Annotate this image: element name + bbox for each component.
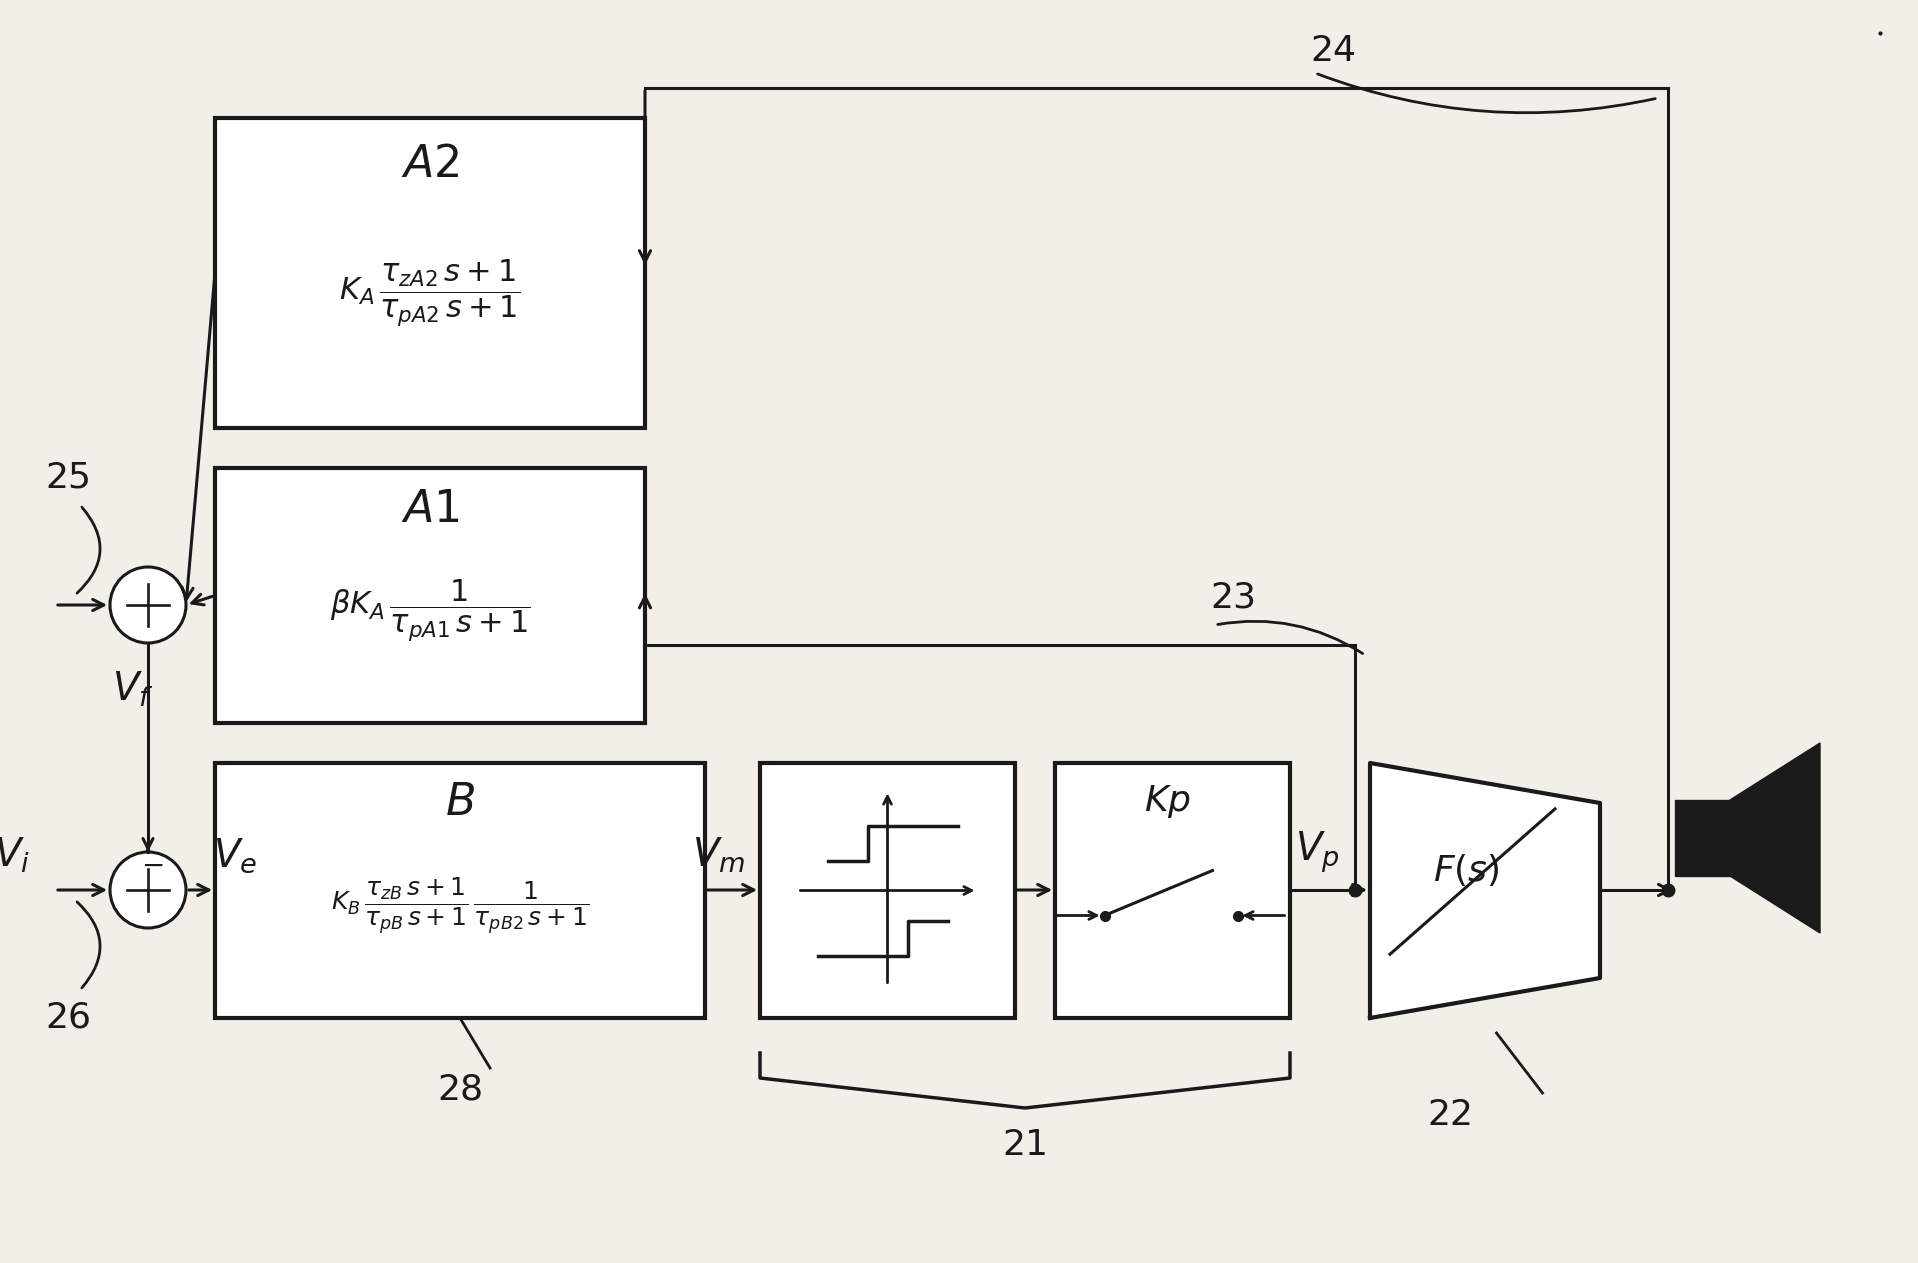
- Text: $\mathbf{\mathit{A2}}$: $\mathbf{\mathit{A2}}$: [401, 143, 458, 186]
- Text: 24: 24: [1310, 34, 1356, 68]
- Text: 21: 21: [1001, 1128, 1047, 1162]
- Polygon shape: [1730, 743, 1820, 933]
- Bar: [215, 117, 644, 428]
- Text: $V_i$: $V_i$: [0, 836, 31, 875]
- Text: $\mathit{F(s)}$: $\mathit{F(s)}$: [1433, 853, 1500, 888]
- Text: $\beta K_A\,\dfrac{1}{\tau_{pA1}\,s+1}$: $\beta K_A\,\dfrac{1}{\tau_{pA1}\,s+1}$: [330, 577, 529, 644]
- Text: 28: 28: [437, 1074, 483, 1106]
- Polygon shape: [1369, 763, 1600, 1018]
- Circle shape: [109, 567, 186, 643]
- Text: 22: 22: [1427, 1098, 1473, 1132]
- Text: 25: 25: [44, 461, 90, 495]
- Polygon shape: [1674, 799, 1730, 877]
- Text: $\mathbf{\mathit{A1}}$: $\mathbf{\mathit{A1}}$: [401, 488, 460, 530]
- Text: $K_B\,\dfrac{\tau_{zB}\,s+1}{\tau_{pB}\,s+1}\,\dfrac{1}{\tau_{pB2}\,s+1}$: $K_B\,\dfrac{\tau_{zB}\,s+1}{\tau_{pB}\,…: [330, 875, 589, 936]
- Text: 23: 23: [1210, 581, 1256, 615]
- Text: $V_o$: $V_o$: [1682, 834, 1726, 871]
- Text: $\mathbf{\mathit{B}}$: $\mathbf{\mathit{B}}$: [445, 781, 476, 823]
- Text: $V_p$: $V_p$: [1295, 830, 1341, 875]
- Text: $-$: $-$: [140, 850, 163, 879]
- Bar: [1055, 763, 1291, 1018]
- Text: $V_f$: $V_f$: [111, 669, 153, 710]
- Circle shape: [109, 853, 186, 928]
- Text: $\mathit{Kp}$: $\mathit{Kp}$: [1143, 783, 1191, 820]
- Bar: [760, 763, 1015, 1018]
- Bar: [215, 469, 644, 722]
- Text: $V_e$: $V_e$: [213, 836, 257, 875]
- Text: $K_A\,\dfrac{\tau_{zA2}\,s+1}{\tau_{pA2}\,s+1}$: $K_A\,\dfrac{\tau_{zA2}\,s+1}{\tau_{pA2}…: [339, 258, 520, 328]
- Bar: [215, 763, 706, 1018]
- Text: 26: 26: [44, 1000, 90, 1034]
- Text: $V_m$: $V_m$: [692, 836, 744, 875]
